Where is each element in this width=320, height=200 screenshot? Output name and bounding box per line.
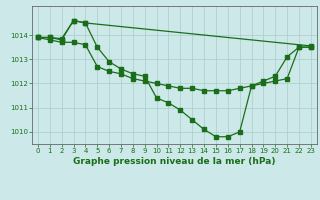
X-axis label: Graphe pression niveau de la mer (hPa): Graphe pression niveau de la mer (hPa) [73,157,276,166]
